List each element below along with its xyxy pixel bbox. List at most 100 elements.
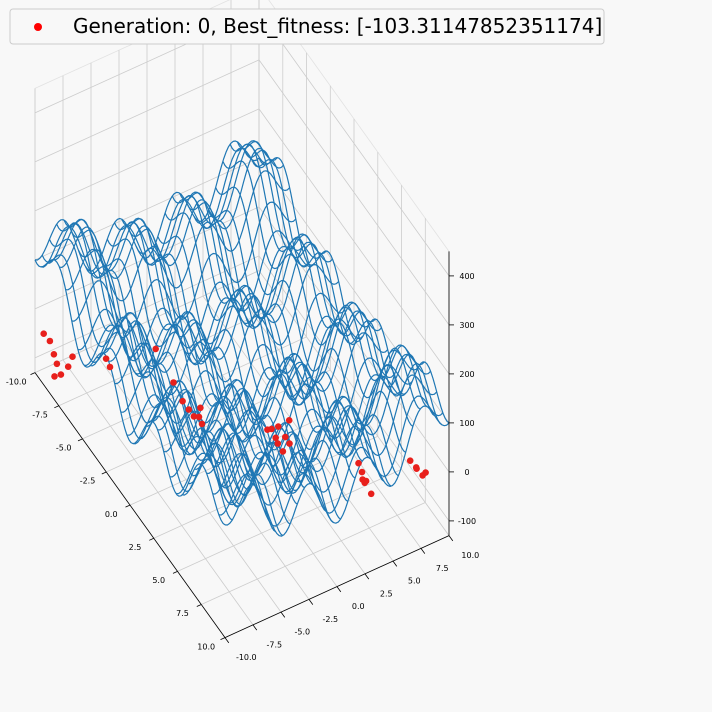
population-point bbox=[274, 440, 282, 447]
y-tick-mark bbox=[364, 573, 370, 580]
floor-grid-y bbox=[202, 295, 394, 562]
x-tick-label: 7.5 bbox=[176, 609, 189, 618]
y-tick-label: -7.5 bbox=[266, 640, 282, 649]
y-tick-label: 0.0 bbox=[352, 602, 365, 611]
wire-line-y bbox=[215, 186, 406, 453]
wire-line-y bbox=[142, 256, 334, 523]
floor-grid-y bbox=[258, 270, 450, 536]
population-point bbox=[286, 440, 293, 447]
floor-grid-y bbox=[230, 283, 422, 549]
population-point bbox=[367, 490, 375, 498]
population-point bbox=[275, 423, 282, 430]
z-tick-label: 0 bbox=[464, 468, 469, 477]
legend-label: Generation: 0, Best_fitness: [-103.31147… bbox=[73, 14, 602, 38]
legend-marker bbox=[34, 23, 42, 31]
wire-line-y bbox=[171, 195, 363, 462]
population-point bbox=[50, 351, 58, 358]
x-tick-label: -7.5 bbox=[32, 410, 48, 419]
population-point bbox=[179, 397, 186, 405]
population-point bbox=[282, 433, 289, 441]
floor-grid-y bbox=[62, 359, 254, 626]
z-tick-label: 100 bbox=[459, 419, 474, 428]
population-point bbox=[358, 468, 366, 476]
legend-box bbox=[9, 8, 605, 45]
y-tick-mark bbox=[336, 586, 342, 593]
z-tick-label: 300 bbox=[459, 321, 474, 330]
y-tick-mark bbox=[420, 548, 426, 554]
y-tick-label: 2.5 bbox=[380, 589, 393, 598]
population-point bbox=[57, 371, 65, 378]
y-tick-mark bbox=[252, 624, 258, 631]
x-tick-label: 5.0 bbox=[152, 576, 165, 585]
wire-line-y bbox=[258, 157, 450, 424]
population-point bbox=[106, 363, 114, 371]
wire-line-y bbox=[128, 228, 320, 496]
wire-line-x bbox=[182, 375, 407, 507]
x-tick-mark bbox=[125, 504, 131, 508]
x-axis-line bbox=[34, 372, 226, 638]
population-point bbox=[170, 379, 177, 386]
population-point bbox=[185, 406, 193, 413]
z-tick-label: -100 bbox=[458, 517, 476, 526]
side-grid-z bbox=[34, 108, 260, 212]
x-tick-mark bbox=[149, 537, 154, 541]
wire-line-y bbox=[229, 143, 421, 410]
wire-line-x bbox=[41, 147, 266, 279]
wire-line-y bbox=[200, 220, 392, 487]
wire-line-y bbox=[34, 259, 226, 526]
axes-grid bbox=[34, 0, 450, 638]
y-tick-mark bbox=[308, 599, 314, 605]
wire-line-y bbox=[92, 269, 284, 537]
back-grid-z bbox=[258, 10, 450, 277]
back-grid-z bbox=[258, 108, 450, 375]
floor-grid-y bbox=[90, 346, 282, 613]
wire-line-x bbox=[90, 246, 315, 378]
x-tick-label: 0.0 bbox=[105, 510, 118, 519]
axes-lines bbox=[30, 251, 454, 644]
x-tick-mark bbox=[54, 405, 59, 409]
population-point bbox=[102, 355, 110, 363]
y-tick-label: 10.0 bbox=[461, 551, 479, 560]
x-tick-mark bbox=[77, 438, 83, 442]
wire-line-y bbox=[41, 254, 233, 521]
surface-wireframe bbox=[34, 140, 450, 537]
back-grid-z bbox=[258, 157, 450, 424]
wire-line-y bbox=[157, 235, 349, 502]
y-tick-mark bbox=[448, 535, 454, 542]
back-grid-z bbox=[258, 255, 450, 522]
population-point bbox=[190, 413, 198, 420]
population-point bbox=[412, 464, 420, 471]
wire-line-y bbox=[251, 158, 443, 426]
x-tick-mark bbox=[30, 372, 36, 375]
population-point bbox=[197, 404, 204, 412]
x-tick-label: -10.0 bbox=[6, 377, 27, 386]
wire-line-x bbox=[71, 201, 297, 333]
wire-line-y bbox=[135, 245, 327, 512]
population-point bbox=[152, 345, 159, 353]
wire-line-x bbox=[151, 301, 376, 433]
population-point bbox=[51, 373, 58, 380]
population-point bbox=[64, 363, 72, 371]
y-tick-label: 5.0 bbox=[408, 577, 421, 586]
y-tick-label: 7.5 bbox=[436, 564, 449, 573]
wire-line-y bbox=[121, 218, 313, 485]
wire-line-y bbox=[63, 219, 255, 486]
wire-line-y bbox=[77, 249, 269, 516]
y-tick-mark bbox=[280, 611, 286, 618]
x-tick-label: 2.5 bbox=[129, 543, 142, 552]
wire-line-y bbox=[193, 215, 385, 482]
x-tick-label: -2.5 bbox=[80, 477, 96, 486]
wire-line-y bbox=[207, 209, 399, 477]
x-tick-label: -5.0 bbox=[56, 444, 72, 453]
population-point bbox=[279, 448, 287, 455]
population-point bbox=[355, 459, 362, 467]
y-tick-mark bbox=[392, 560, 398, 567]
wire-line-y bbox=[48, 238, 240, 505]
z-tick-label: 400 bbox=[459, 272, 474, 281]
population-point bbox=[422, 469, 429, 476]
y-tick-label: -5.0 bbox=[294, 628, 310, 637]
population-point bbox=[285, 417, 293, 424]
wire-line-x bbox=[65, 170, 291, 302]
population-point bbox=[272, 434, 280, 442]
